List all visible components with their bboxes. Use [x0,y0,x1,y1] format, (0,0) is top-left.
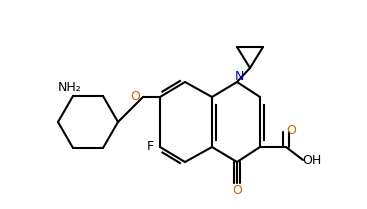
Text: O: O [232,184,242,196]
Text: OH: OH [302,153,321,167]
Text: N: N [234,70,244,84]
Text: NH₂: NH₂ [58,80,82,93]
Text: F: F [146,140,153,153]
Text: O: O [286,124,296,136]
Text: O: O [130,90,140,103]
